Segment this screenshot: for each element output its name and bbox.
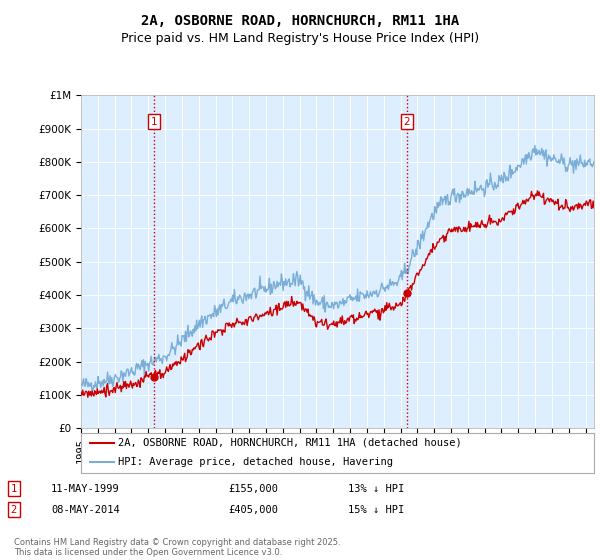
Text: 13% ↓ HPI: 13% ↓ HPI — [348, 484, 404, 494]
Text: 15% ↓ HPI: 15% ↓ HPI — [348, 505, 404, 515]
Text: 2A, OSBORNE ROAD, HORNCHURCH, RM11 1HA: 2A, OSBORNE ROAD, HORNCHURCH, RM11 1HA — [141, 14, 459, 28]
Text: 2A, OSBORNE ROAD, HORNCHURCH, RM11 1HA (detached house): 2A, OSBORNE ROAD, HORNCHURCH, RM11 1HA (… — [118, 438, 461, 448]
Text: 1: 1 — [151, 117, 158, 127]
Text: 1: 1 — [11, 484, 17, 494]
Text: 2: 2 — [11, 505, 17, 515]
Text: 08-MAY-2014: 08-MAY-2014 — [51, 505, 120, 515]
Text: Price paid vs. HM Land Registry's House Price Index (HPI): Price paid vs. HM Land Registry's House … — [121, 32, 479, 45]
Text: £155,000: £155,000 — [228, 484, 278, 494]
Text: £405,000: £405,000 — [228, 505, 278, 515]
Text: 2: 2 — [403, 117, 410, 127]
Text: HPI: Average price, detached house, Havering: HPI: Average price, detached house, Have… — [118, 457, 393, 467]
Text: Contains HM Land Registry data © Crown copyright and database right 2025.
This d: Contains HM Land Registry data © Crown c… — [14, 538, 340, 557]
Text: 11-MAY-1999: 11-MAY-1999 — [51, 484, 120, 494]
